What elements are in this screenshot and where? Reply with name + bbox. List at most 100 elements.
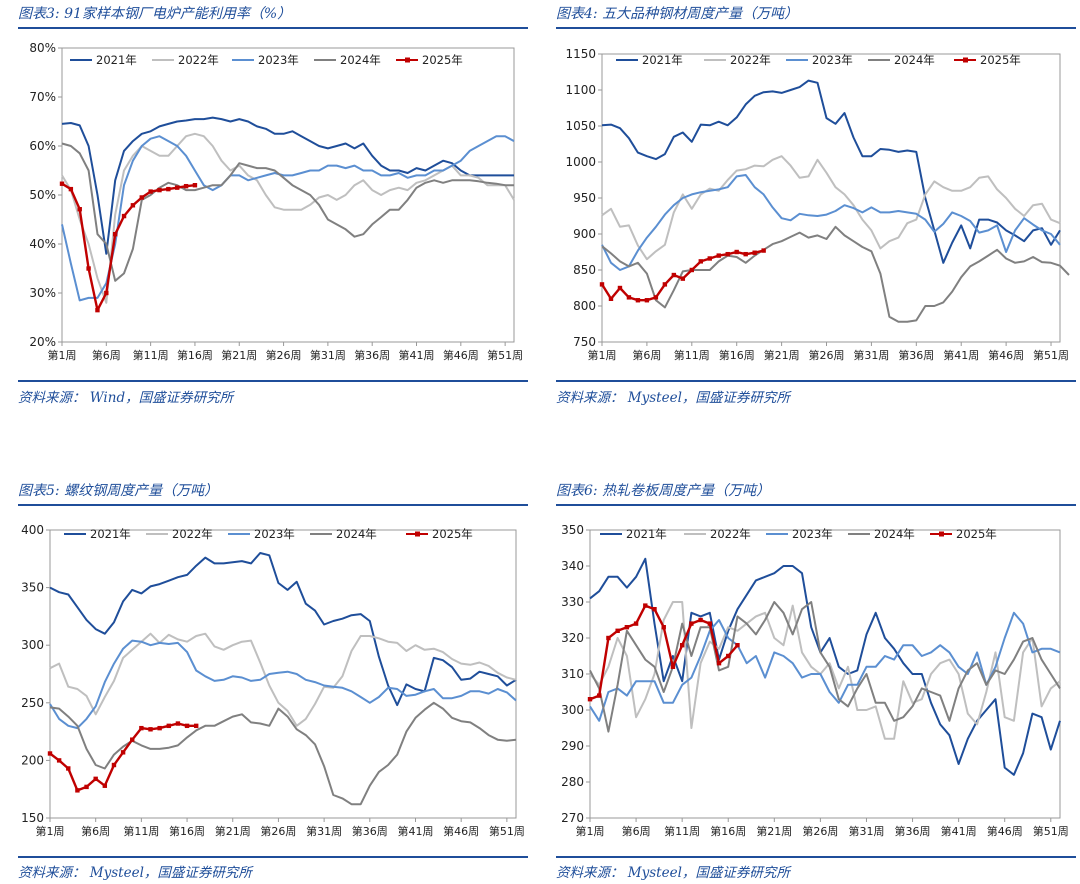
y-tick-label: 80% bbox=[29, 41, 56, 55]
chart-source: 资料来源： Mysteel，国盛证券研究所 bbox=[556, 390, 790, 406]
x-tick-label: 第1周 bbox=[48, 348, 77, 362]
series-point bbox=[689, 621, 694, 626]
series-line-0 bbox=[601, 79, 1061, 264]
series-point bbox=[184, 723, 190, 729]
x-tick-label: 第11周 bbox=[133, 348, 169, 362]
x-tick-label: 第21周 bbox=[756, 824, 792, 838]
series-point bbox=[111, 762, 117, 768]
x-tick-label: 第51周 bbox=[487, 348, 523, 362]
legend-marker bbox=[405, 57, 410, 63]
source-rule bbox=[18, 856, 528, 858]
x-tick-label: 第46周 bbox=[443, 824, 479, 838]
series-line-1 bbox=[49, 632, 517, 727]
series-point bbox=[166, 723, 171, 729]
legend-marker bbox=[415, 531, 420, 537]
series-point bbox=[75, 788, 80, 793]
x-tick-label: 第6周 bbox=[92, 348, 121, 362]
series-point bbox=[175, 721, 181, 726]
source-rule bbox=[556, 856, 1076, 858]
y-tick-label: 270 bbox=[561, 811, 584, 825]
x-tick-label: 第11周 bbox=[664, 824, 700, 838]
series-point bbox=[192, 183, 198, 188]
series-point bbox=[84, 784, 89, 790]
plot-frame bbox=[601, 53, 1061, 343]
series-point bbox=[680, 276, 686, 281]
y-tick-label: 1050 bbox=[565, 119, 596, 133]
series-point bbox=[716, 253, 721, 258]
y-tick-label: 350 bbox=[561, 523, 584, 537]
chart-panel-4: 图表6: 热轧卷板周度产量（万吨） 270 280 290 300 310 320 330 3… bbox=[556, 478, 1076, 884]
series-point bbox=[93, 776, 98, 782]
series-point bbox=[47, 751, 53, 756]
y-tick-label: 1100 bbox=[565, 83, 596, 97]
chart-source: 资料来源： Mysteel，国盛证券研究所 bbox=[556, 865, 790, 881]
series-line-1 bbox=[61, 132, 515, 304]
series-point bbox=[121, 213, 127, 219]
series-point bbox=[735, 643, 740, 648]
series-line-3 bbox=[61, 142, 514, 282]
y-tick-label: 20% bbox=[29, 335, 56, 349]
series-point bbox=[615, 628, 620, 633]
series-point bbox=[643, 603, 648, 608]
y-tick-label: 60% bbox=[29, 139, 56, 153]
x-tick-label: 第26周 bbox=[802, 824, 838, 838]
series-line-1 bbox=[601, 155, 1061, 261]
x-tick-label: 第1周 bbox=[588, 348, 617, 362]
series-point bbox=[95, 307, 100, 313]
legend-label: 2023年 bbox=[254, 527, 295, 541]
series-point bbox=[56, 758, 62, 763]
series-point bbox=[139, 725, 144, 731]
y-tick-label: 340 bbox=[561, 559, 584, 573]
x-tick-label: 第31周 bbox=[848, 824, 884, 838]
series-point bbox=[59, 181, 65, 186]
series-point bbox=[716, 661, 722, 666]
x-tick-label: 第51周 bbox=[489, 824, 525, 838]
x-tick-label: 第46周 bbox=[988, 348, 1024, 362]
x-tick-label: 第31周 bbox=[306, 824, 342, 838]
x-tick-label: 第51周 bbox=[1033, 348, 1069, 362]
series-point bbox=[689, 267, 695, 273]
legend-label: 2024年 bbox=[336, 527, 377, 541]
y-tick-label: 70% bbox=[29, 90, 56, 104]
series-line-2 bbox=[589, 611, 1061, 722]
series-point bbox=[652, 607, 657, 612]
series-point bbox=[86, 266, 91, 271]
series-point bbox=[698, 259, 703, 264]
x-tick-label: 第6周 bbox=[81, 824, 110, 838]
series-line-0 bbox=[61, 116, 514, 255]
x-tick-label: 第6周 bbox=[632, 348, 661, 362]
series-point bbox=[130, 737, 135, 742]
legend-label: 2023年 bbox=[812, 53, 853, 67]
x-tick-label: 第36周 bbox=[895, 824, 931, 838]
legend-label: 2022年 bbox=[178, 53, 219, 67]
x-tick-label: 第11周 bbox=[674, 348, 710, 362]
x-tick-label: 第1周 bbox=[576, 824, 605, 838]
series-point bbox=[707, 256, 712, 261]
y-tick-label: 1000 bbox=[565, 155, 596, 169]
legend-label: 2025年 bbox=[432, 527, 473, 541]
x-tick-label: 第16周 bbox=[719, 348, 755, 362]
legend-label: 2023年 bbox=[792, 527, 833, 541]
series-point bbox=[102, 783, 108, 788]
series-line-2 bbox=[49, 639, 517, 730]
chart-svg: 150 200 250 300 350 400 第1周 第6周 第11周 第16周 第21周 第26周… bbox=[21, 523, 525, 838]
title-rule bbox=[18, 504, 528, 506]
series-point bbox=[175, 185, 180, 190]
chart-panel-2: 图表4: 五大品种钢材周度产量（万吨） 750 800 850 900 950 1000 1… bbox=[556, 0, 1076, 410]
series-point bbox=[148, 727, 153, 732]
series-point bbox=[633, 621, 639, 626]
series-point bbox=[698, 617, 703, 623]
series-line-2 bbox=[61, 135, 515, 302]
legend-label: 2022年 bbox=[730, 53, 771, 67]
y-tick-label: 350 bbox=[21, 581, 44, 595]
series-point bbox=[653, 295, 659, 300]
chart-title: 图表6: 热轧卷板周度产量（万吨） bbox=[556, 483, 771, 499]
series-point bbox=[183, 183, 189, 189]
series-point bbox=[606, 635, 611, 641]
series-point bbox=[743, 251, 748, 257]
series-point bbox=[112, 232, 118, 237]
chart-title: 图表5: 螺纹钢周度产量（万吨） bbox=[18, 483, 219, 499]
series-line-3 bbox=[49, 701, 517, 806]
chart-source: 资料来源： Mysteel，国盛证券研究所 bbox=[18, 865, 252, 881]
y-tick-label: 310 bbox=[561, 667, 584, 681]
